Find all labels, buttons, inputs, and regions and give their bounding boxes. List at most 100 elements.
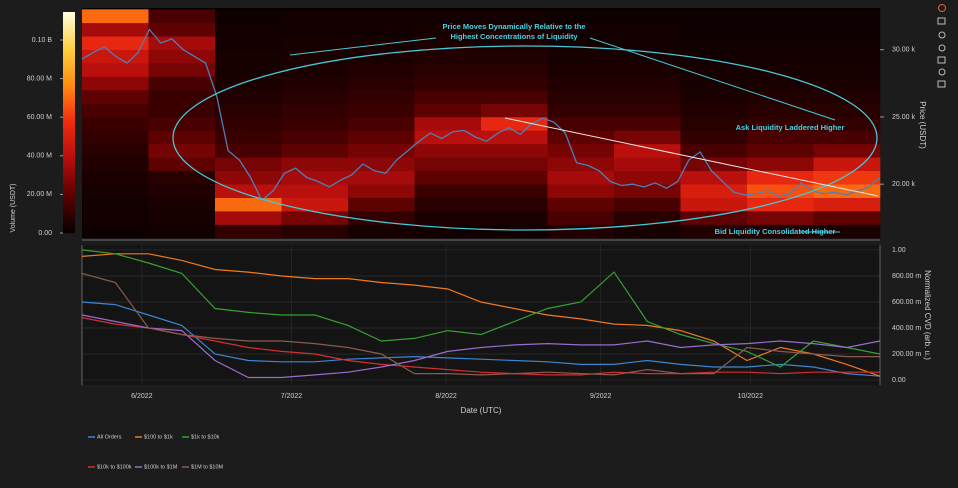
y-tick-label: 30.00 k — [892, 47, 915, 54]
heatmap-cell — [281, 9, 349, 24]
heatmap-cell — [281, 130, 349, 145]
heatmap-cell — [148, 157, 216, 172]
heatmap-cell — [414, 211, 482, 225]
heatmap-cell — [614, 9, 681, 24]
heatmap-cell — [414, 184, 482, 198]
heatmap-cell — [215, 224, 282, 239]
heatmap-cell — [348, 224, 415, 239]
heatmap-cell — [348, 103, 415, 118]
heatmap-cell — [281, 22, 349, 37]
heatmap-cell — [148, 184, 216, 198]
toolbar-icon[interactable] — [938, 44, 946, 52]
heatmap-cell — [813, 36, 881, 50]
heatmap-cell — [215, 103, 282, 118]
toolbar-icon[interactable] — [938, 4, 946, 12]
colorbar-tick-label: 60.00 M — [27, 114, 52, 121]
toolbar-icon[interactable] — [937, 56, 946, 64]
heatmap-cell — [148, 22, 216, 37]
annotations: Price Moves Dynamically Relative to the … — [172, 22, 879, 236]
heatmap-cell — [747, 49, 814, 64]
heatmap-cell — [82, 22, 149, 37]
heatmap-cell — [614, 157, 681, 172]
x-axis-label: Date (UTC) — [461, 406, 502, 415]
heatmap-cell — [547, 224, 615, 239]
heatmap-cell — [148, 211, 216, 225]
heatmap-cell — [281, 197, 349, 212]
heatmap-cell — [481, 76, 548, 91]
heatmap-cell — [348, 63, 415, 77]
toolbar-icon[interactable] — [937, 80, 946, 88]
heatmap-cell — [148, 224, 216, 239]
heatmap-cell — [547, 143, 615, 158]
heatmap-cell — [281, 157, 349, 172]
layers: 0.00 20.00 M 40.00 M 60.00 M 80.00 M 0.10 B 20… — [27, 12, 921, 470]
heatmap-cell — [680, 184, 748, 198]
heatmap-cell — [481, 49, 548, 64]
heatmap-cell — [82, 9, 149, 24]
heatmap-cell — [680, 36, 748, 50]
heatmap-cell — [215, 184, 282, 198]
toolbar-icon[interactable] — [938, 31, 946, 39]
heatmap-cell — [148, 103, 216, 118]
heatmap-cell — [414, 224, 482, 239]
heatmap-cell — [148, 197, 216, 212]
heatmap-cell — [148, 116, 216, 131]
toolbar-icon[interactable] — [938, 68, 946, 76]
y-tick-label: 800.00 m — [892, 273, 921, 280]
heatmap-cell — [747, 170, 814, 185]
heatmap-cell — [414, 197, 482, 212]
heatmap-cell — [747, 63, 814, 77]
heatmap-cell — [747, 76, 814, 91]
heatmap-cell — [82, 36, 149, 50]
heatmap-cell — [215, 170, 282, 185]
heatmap-cell — [813, 76, 881, 91]
heatmap-cell — [680, 9, 748, 24]
toolbar-icon[interactable] — [937, 17, 946, 25]
heatmap-cell — [813, 224, 881, 239]
heatmap-cell — [680, 76, 748, 91]
price-line — [81, 28, 881, 202]
heatmap-cell — [813, 103, 881, 118]
heatmap-cell — [82, 103, 149, 118]
annotation: Ask Liquidity Laddered Higher — [736, 123, 845, 132]
heatmap-cell — [481, 143, 548, 158]
heatmap-cell — [82, 224, 149, 239]
heatmap-cell — [414, 76, 482, 91]
heatmap-cell — [680, 90, 748, 104]
heatmap-cell — [82, 197, 149, 212]
heatmap-cell — [281, 36, 349, 50]
colorbar-tick-label: 80.00 M — [27, 75, 52, 82]
heatmap-cell — [747, 90, 814, 104]
heatmap-cell — [680, 170, 748, 185]
heatmap-cell — [747, 157, 814, 172]
heatmap-cell — [215, 36, 282, 50]
heatmap-cell — [680, 197, 748, 212]
annotation: Bid Liquidity Consolidated Higher — [715, 227, 836, 236]
colorbar-label: Volume (USDT) — [10, 183, 17, 232]
heatmap-cell — [82, 116, 149, 131]
heatmap-cell — [813, 116, 881, 131]
heatmap-cell — [747, 116, 814, 131]
heatmap-cell — [414, 63, 482, 77]
heatmap-cell — [481, 197, 548, 212]
heatmap-cell — [547, 170, 615, 185]
x-tick-label: 9/2022 — [590, 393, 612, 400]
heatmap-cell — [414, 116, 482, 131]
heatmap-cell — [215, 22, 282, 37]
heatmap-cell — [614, 224, 681, 239]
heatmap-cell — [148, 170, 216, 185]
heatmap-cell — [348, 143, 415, 158]
arrow — [589, 37, 836, 121]
heatmap-cell — [747, 36, 814, 50]
heatmap-cell — [813, 22, 881, 37]
heatmap-cell — [680, 157, 748, 172]
heatmap-cell — [348, 9, 415, 24]
heatmap-cell — [813, 9, 881, 24]
toolbar — [937, 4, 946, 88]
heatmap-cell — [481, 211, 548, 225]
heatmap-cell — [481, 22, 548, 37]
heatmap-cell — [348, 170, 415, 185]
heatmap-cell — [82, 170, 149, 185]
heatmap-cell — [414, 170, 482, 185]
